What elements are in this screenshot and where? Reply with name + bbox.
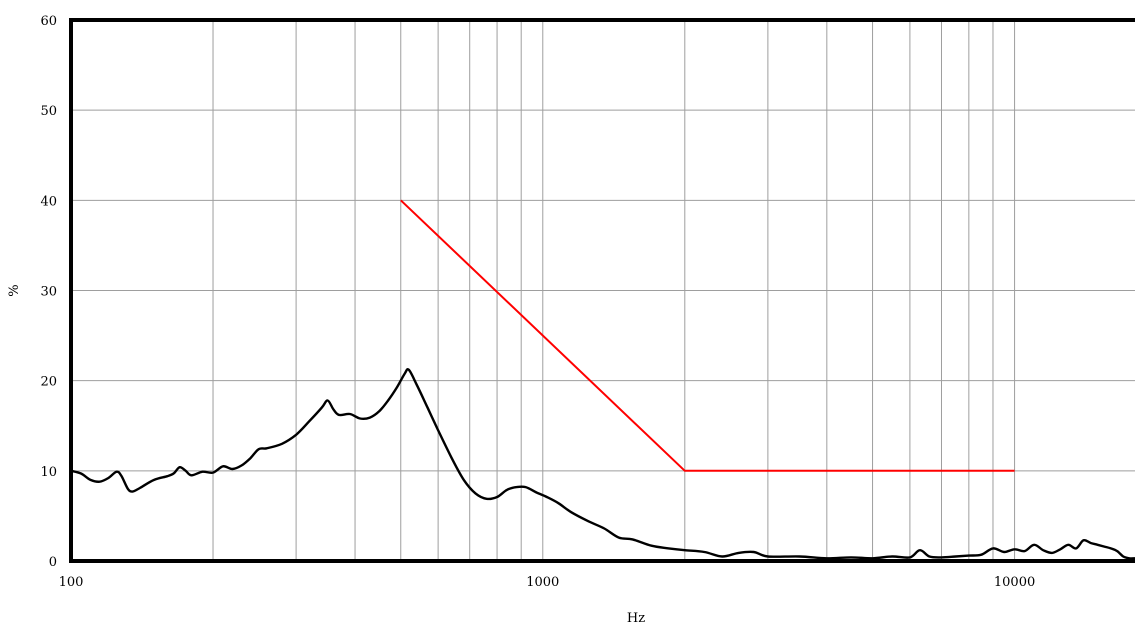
- x-tick-label: 100: [59, 575, 84, 590]
- tick-labels: 0 10 20 30 40 50 60 100 1000 10000: [40, 14, 1035, 590]
- y-tick-label: 60: [40, 14, 57, 29]
- y-tick-label: 0: [49, 555, 57, 570]
- y-tick-label: 40: [40, 194, 57, 209]
- series-layer: [70, 199, 1135, 560]
- grid: [71, 20, 1135, 561]
- y-tick-label: 30: [40, 285, 57, 300]
- y-tick-label: 20: [40, 375, 57, 390]
- y-axis-label: %: [7, 284, 22, 296]
- y-tick-label: 50: [40, 104, 57, 119]
- axes: [69, 18, 1135, 563]
- x-axis-label: Hz: [627, 611, 645, 625]
- series-line-2: [400, 199, 1015, 472]
- series-line-1: [70, 368, 1135, 560]
- y-tick-label: 10: [40, 465, 57, 480]
- x-tick-label: 10000: [994, 575, 1035, 590]
- x-tick-label: 1000: [526, 575, 559, 590]
